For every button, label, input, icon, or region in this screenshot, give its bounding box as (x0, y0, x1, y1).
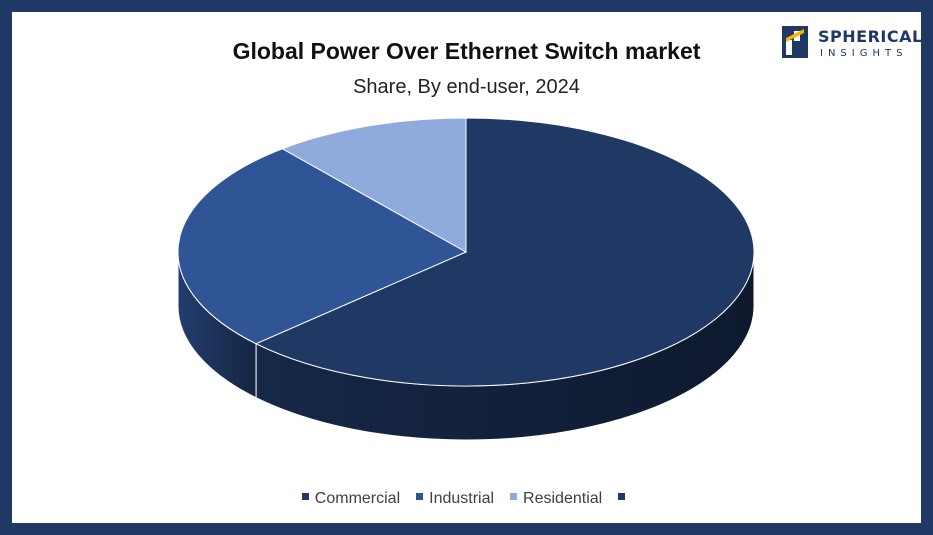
pie-slice-industrial (177, 148, 468, 345)
legend-swatch (510, 493, 518, 501)
chart-legend: Commercial Industrial Residential (12, 490, 921, 508)
pie-slice-residential (281, 117, 467, 253)
legend-label: Industrial (429, 490, 495, 507)
legend-swatch (618, 493, 626, 501)
legend-item: Industrial (416, 490, 494, 508)
pie-slice-commercial (254, 117, 755, 387)
legend-swatch (301, 493, 309, 501)
legend-item (618, 490, 631, 508)
chart-subtitle: Share, By end-user, 2024 (353, 76, 580, 98)
chart-title: Global Power Over Ethernet Switch market (232, 38, 701, 64)
pie-chart (177, 117, 755, 441)
brand-name: SPHERICAL (818, 27, 923, 46)
logo-mark-icon (782, 26, 808, 58)
legend-label: Commercial (314, 490, 401, 507)
brand-tagline: INSIGHTS (820, 48, 908, 59)
legend-label: Residential (523, 490, 603, 507)
brand-logo: SPHERICAL INSIGHTS (782, 26, 922, 66)
legend-item: Commercial (301, 490, 401, 508)
legend-swatch (416, 493, 424, 501)
legend-item: Residential (510, 490, 602, 508)
